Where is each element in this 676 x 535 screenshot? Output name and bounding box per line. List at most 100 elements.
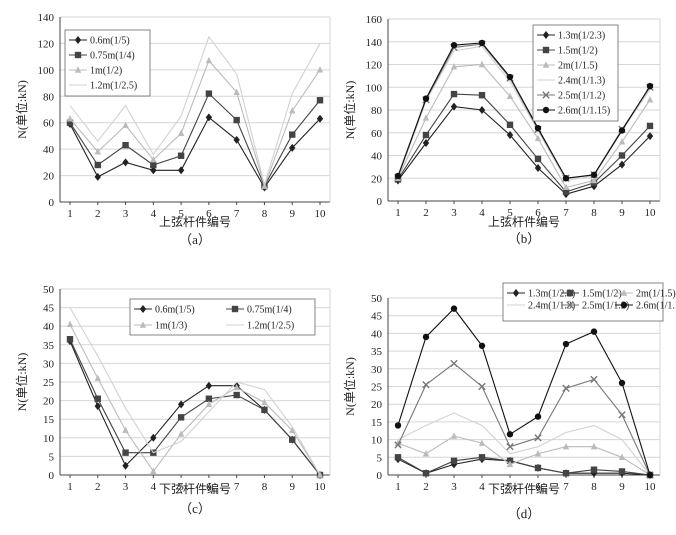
data-point	[450, 102, 458, 111]
data-point	[590, 328, 598, 335]
legend-marker	[74, 36, 82, 44]
data-point	[618, 152, 626, 159]
x-tick-label: 7	[563, 481, 569, 493]
x-tick-label: 4	[479, 481, 485, 493]
y-axis-title: N(单位:kN)	[342, 357, 357, 416]
data-point	[316, 66, 324, 73]
x-tick-label: 2	[423, 481, 429, 493]
x-tick-label: 6	[206, 208, 212, 220]
legend-marker	[139, 321, 147, 328]
y-tick-label: 5	[49, 451, 55, 463]
data-point	[534, 134, 542, 142]
data-point	[590, 171, 598, 179]
series-line	[69, 338, 321, 476]
y-tick-label: 20	[43, 396, 55, 408]
data-point	[422, 333, 430, 341]
series-line	[69, 59, 321, 188]
data-point	[478, 60, 486, 68]
legend-marker	[620, 301, 628, 309]
data-point	[506, 442, 514, 451]
data-point	[450, 432, 458, 439]
legend-label: 2.5m(1/1.2)	[558, 91, 605, 102]
y-tick-label: 0	[377, 196, 383, 208]
x-tick-label: 8	[262, 481, 268, 493]
x-tick-label: 5	[178, 481, 184, 493]
x-tick-label: 6	[535, 481, 541, 493]
y-tick-label: 35	[371, 346, 383, 358]
y-tick-label: 25	[371, 382, 383, 394]
data-point	[478, 106, 486, 114]
data-point	[478, 92, 486, 99]
data-point	[506, 92, 514, 100]
data-point	[205, 90, 213, 97]
y-tick-label: 100	[366, 82, 383, 94]
legend-label: 0.6m(1/5)	[90, 36, 130, 47]
x-tick-label: 3	[123, 208, 129, 220]
legend-label: 2m(1/1.5)	[636, 289, 676, 300]
legend-marker	[139, 305, 147, 313]
data-point	[646, 96, 654, 103]
data-point	[122, 426, 129, 434]
legend-marker	[512, 289, 520, 297]
data-point	[289, 131, 296, 138]
data-point	[233, 116, 240, 124]
data-point	[646, 82, 654, 90]
data-point	[422, 138, 430, 147]
data-point	[618, 138, 626, 145]
y-tick-label: 0	[49, 470, 55, 482]
data-point	[150, 433, 157, 442]
data-point	[122, 158, 129, 167]
series-line	[397, 307, 651, 476]
y-tick-label: 30	[43, 358, 55, 370]
x-tick-label: 1	[395, 207, 401, 219]
series-4	[69, 307, 321, 476]
data-point	[506, 131, 514, 140]
data-point	[205, 56, 213, 64]
series-6	[394, 305, 654, 479]
y-tick-label: 120	[366, 60, 383, 72]
y-tick-label: 0	[377, 470, 383, 482]
data-point	[66, 320, 74, 328]
y-tick-label: 40	[43, 144, 55, 156]
series-line	[69, 35, 321, 187]
data-point	[590, 442, 598, 450]
data-point	[94, 172, 101, 181]
legend-label: 1.3m(1/2.3)	[558, 31, 605, 42]
series-line	[397, 362, 651, 476]
y-tick-label: 15	[371, 417, 383, 429]
legend: 0.6m(1/5) 0.75m(1/4) 1m(1/2) 1.2m(1/2.5)	[64, 29, 151, 97]
y-tick-label: 20	[43, 171, 55, 183]
series-line	[69, 92, 321, 188]
series-line	[69, 307, 321, 476]
x-tick-label: 3	[451, 207, 457, 219]
data-point	[233, 383, 240, 391]
panel-b: 0 20 40 60 80 100 120 140 160 1 2 3 4 5 6 7 8 9 10 上弦杆件编号 N(…	[342, 14, 661, 246]
data-point	[94, 374, 101, 381]
x-tick-label: 4	[479, 207, 485, 219]
x-tick-label: 7	[563, 207, 569, 219]
legend-marker	[542, 61, 550, 68]
legend: 1.3m(1/2.3) 1.5m(1/2) 2m(1/1.5) 2.4m(1/1.3)…	[532, 24, 619, 122]
y-tick-label: 160	[366, 14, 383, 26]
data-point	[450, 457, 458, 465]
x-tick-label: 9	[619, 481, 625, 493]
data-point	[562, 183, 570, 191]
data-point	[122, 141, 129, 149]
legend-marker	[542, 91, 550, 99]
data-point	[562, 175, 570, 182]
legend-marker	[620, 289, 628, 296]
data-point	[534, 125, 542, 132]
data-point	[646, 471, 654, 479]
x-tick-label: 10	[315, 481, 327, 493]
y-tick-label: 40	[371, 151, 383, 163]
data-point	[506, 73, 514, 81]
data-point	[150, 156, 157, 163]
panel-label: （b）	[508, 231, 541, 246]
data-point	[646, 122, 654, 130]
data-point	[618, 468, 626, 475]
data-point	[618, 411, 626, 419]
data-point	[478, 342, 486, 349]
legend-label: 1.2m(1/2.5)	[247, 321, 294, 332]
panel-label: （d）	[508, 506, 541, 521]
data-point	[394, 172, 402, 180]
